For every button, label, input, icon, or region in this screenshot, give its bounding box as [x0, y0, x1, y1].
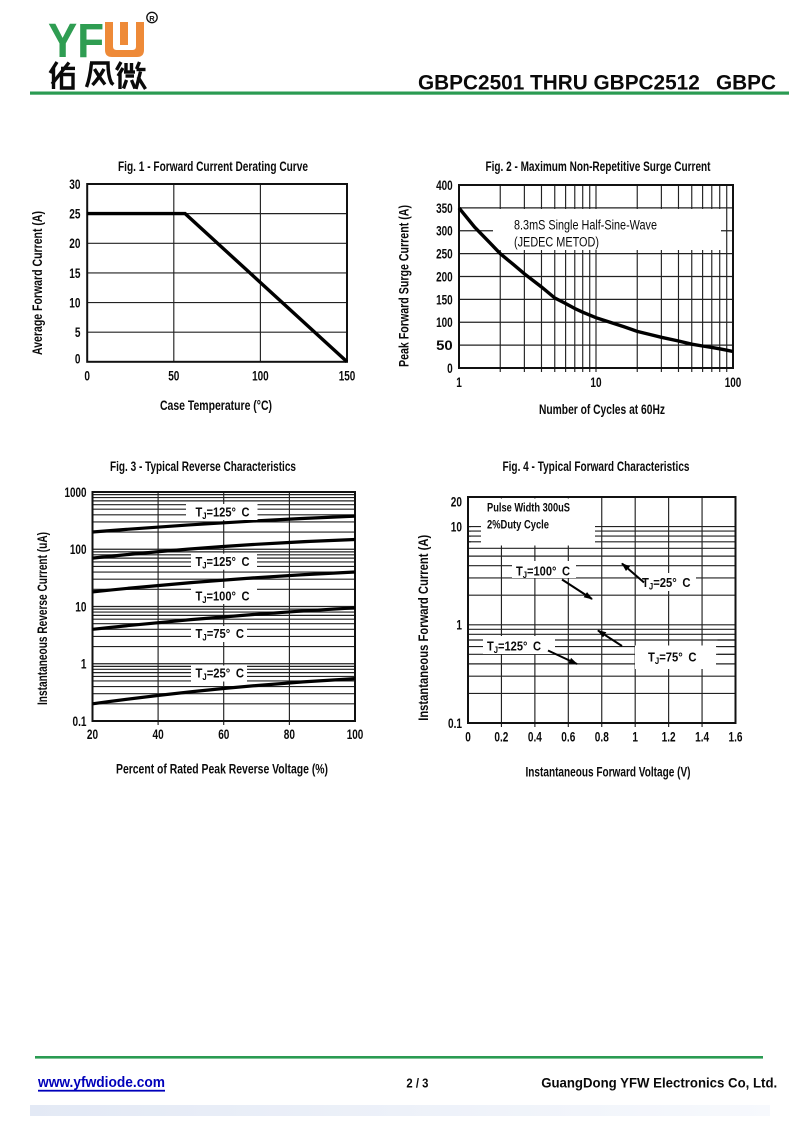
svg-text:Case Temperature (°C): Case Temperature (°C): [160, 398, 272, 413]
svg-text:10: 10: [69, 295, 80, 310]
svg-text:0.4: 0.4: [528, 730, 542, 745]
svg-text:80: 80: [284, 727, 295, 742]
svg-text:0.1: 0.1: [73, 714, 87, 729]
svg-text:0: 0: [75, 352, 81, 367]
svg-text:1.4: 1.4: [695, 730, 709, 745]
svg-text:0.2: 0.2: [494, 730, 508, 745]
svg-text:Fig. 3 - Typical Reverse Chara: Fig. 3 - Typical Reverse Characteristics: [110, 459, 296, 474]
svg-text:1: 1: [81, 657, 87, 672]
svg-text:20: 20: [87, 727, 98, 742]
svg-text:20: 20: [69, 236, 80, 251]
svg-text:Number of Cycles at 60Hz: Number of Cycles at 60Hz: [539, 402, 665, 417]
svg-text:300: 300: [436, 224, 453, 239]
svg-text:Instantaneous Forward Current: Instantaneous Forward Current (A): [416, 535, 431, 721]
svg-text:Average Forward Current (A): Average Forward Current (A): [30, 211, 45, 355]
svg-text:2 / 3: 2 / 3: [406, 1076, 428, 1091]
svg-text:Instantaneous Forward Voltage: Instantaneous Forward Voltage (V): [526, 765, 691, 780]
svg-text:10: 10: [75, 599, 86, 614]
svg-text:150: 150: [436, 292, 453, 307]
svg-text:1: 1: [456, 618, 462, 633]
svg-text:100: 100: [70, 542, 87, 557]
svg-text:100: 100: [252, 369, 269, 384]
svg-text:0.6: 0.6: [561, 730, 575, 745]
svg-text:(JEDEC METOD): (JEDEC METOD): [514, 235, 599, 250]
svg-text:10: 10: [590, 375, 601, 390]
svg-text:Peak Forward Surge Current (A): Peak Forward Surge Current (A): [397, 205, 412, 367]
svg-text:30: 30: [69, 177, 80, 192]
svg-text:1000: 1000: [65, 485, 87, 500]
svg-text:100: 100: [436, 315, 453, 330]
svg-text:20: 20: [451, 495, 462, 510]
svg-text:1: 1: [632, 730, 638, 745]
svg-text:TJ=75° C: TJ=75° C: [196, 626, 245, 643]
svg-text:200: 200: [436, 269, 453, 284]
svg-text:TJ=125° C: TJ=125° C: [196, 504, 251, 521]
svg-text:R: R: [149, 14, 155, 23]
svg-text:GBPC2501 THRU GBPC2512 GBPC: GBPC2501 THRU GBPC2512 GBPC: [418, 71, 776, 95]
svg-text:150: 150: [339, 369, 356, 384]
svg-text:www.yfwdiode.com: www.yfwdiode.com: [37, 1074, 165, 1091]
svg-text:TJ=25° C: TJ=25° C: [196, 666, 245, 683]
svg-text:1.6: 1.6: [729, 730, 743, 745]
svg-text:1: 1: [456, 375, 462, 390]
svg-text:Percent of Rated Peak Reverse: Percent of Rated Peak Reverse Voltage (%…: [116, 762, 328, 777]
svg-text:YF: YF: [48, 15, 104, 68]
svg-text:TJ=125° C: TJ=125° C: [487, 639, 542, 656]
svg-text:400: 400: [436, 178, 453, 193]
svg-text:15: 15: [69, 266, 81, 281]
svg-text:2%Duty Cycle: 2%Duty Cycle: [487, 518, 549, 532]
svg-text:Fig. 1 - Forward Current Derat: Fig. 1 - Forward Current Derating Curve: [118, 159, 308, 174]
svg-text:50: 50: [436, 338, 453, 353]
svg-text:GuangDong YFW Electronics Co,: GuangDong YFW Electronics Co, Ltd.: [541, 1075, 777, 1091]
svg-text:0: 0: [447, 361, 453, 376]
svg-text:TJ=100° C: TJ=100° C: [196, 588, 251, 605]
svg-text:5: 5: [75, 325, 81, 340]
svg-text:10: 10: [451, 520, 462, 535]
svg-text:25: 25: [69, 207, 81, 222]
svg-text:250: 250: [436, 247, 453, 262]
svg-text:350: 350: [436, 201, 453, 216]
svg-text:1.2: 1.2: [662, 730, 676, 745]
svg-text:0.1: 0.1: [448, 716, 462, 731]
svg-text:TJ=100° C: TJ=100° C: [516, 564, 571, 581]
svg-text:100: 100: [347, 727, 364, 742]
svg-text:40: 40: [153, 727, 164, 742]
svg-text:TJ=25° C: TJ=25° C: [642, 575, 691, 592]
svg-text:Pulse Width 300uS: Pulse Width 300uS: [487, 501, 570, 515]
svg-text:0: 0: [84, 369, 90, 384]
svg-text:60: 60: [218, 727, 229, 742]
svg-text:Instantaneous Reverse Current: Instantaneous Reverse Current (uA): [35, 532, 50, 705]
svg-text:TJ=125° C: TJ=125° C: [196, 554, 251, 571]
svg-text:Fig. 4 - Typical Forward Chara: Fig. 4 - Typical Forward Characteristics: [503, 459, 690, 474]
svg-text:50: 50: [168, 369, 179, 384]
svg-text:0: 0: [465, 730, 471, 745]
svg-text:Fig. 2 - Maximum Non-Repetitiv: Fig. 2 - Maximum Non-Repetitive Surge Cu…: [486, 159, 711, 174]
svg-text:0.8: 0.8: [595, 730, 609, 745]
svg-text:8.3mS Single Half-Sine-Wave: 8.3mS Single Half-Sine-Wave: [514, 218, 657, 233]
svg-text:TJ=75° C: TJ=75° C: [648, 650, 697, 667]
svg-text:100: 100: [725, 375, 742, 390]
